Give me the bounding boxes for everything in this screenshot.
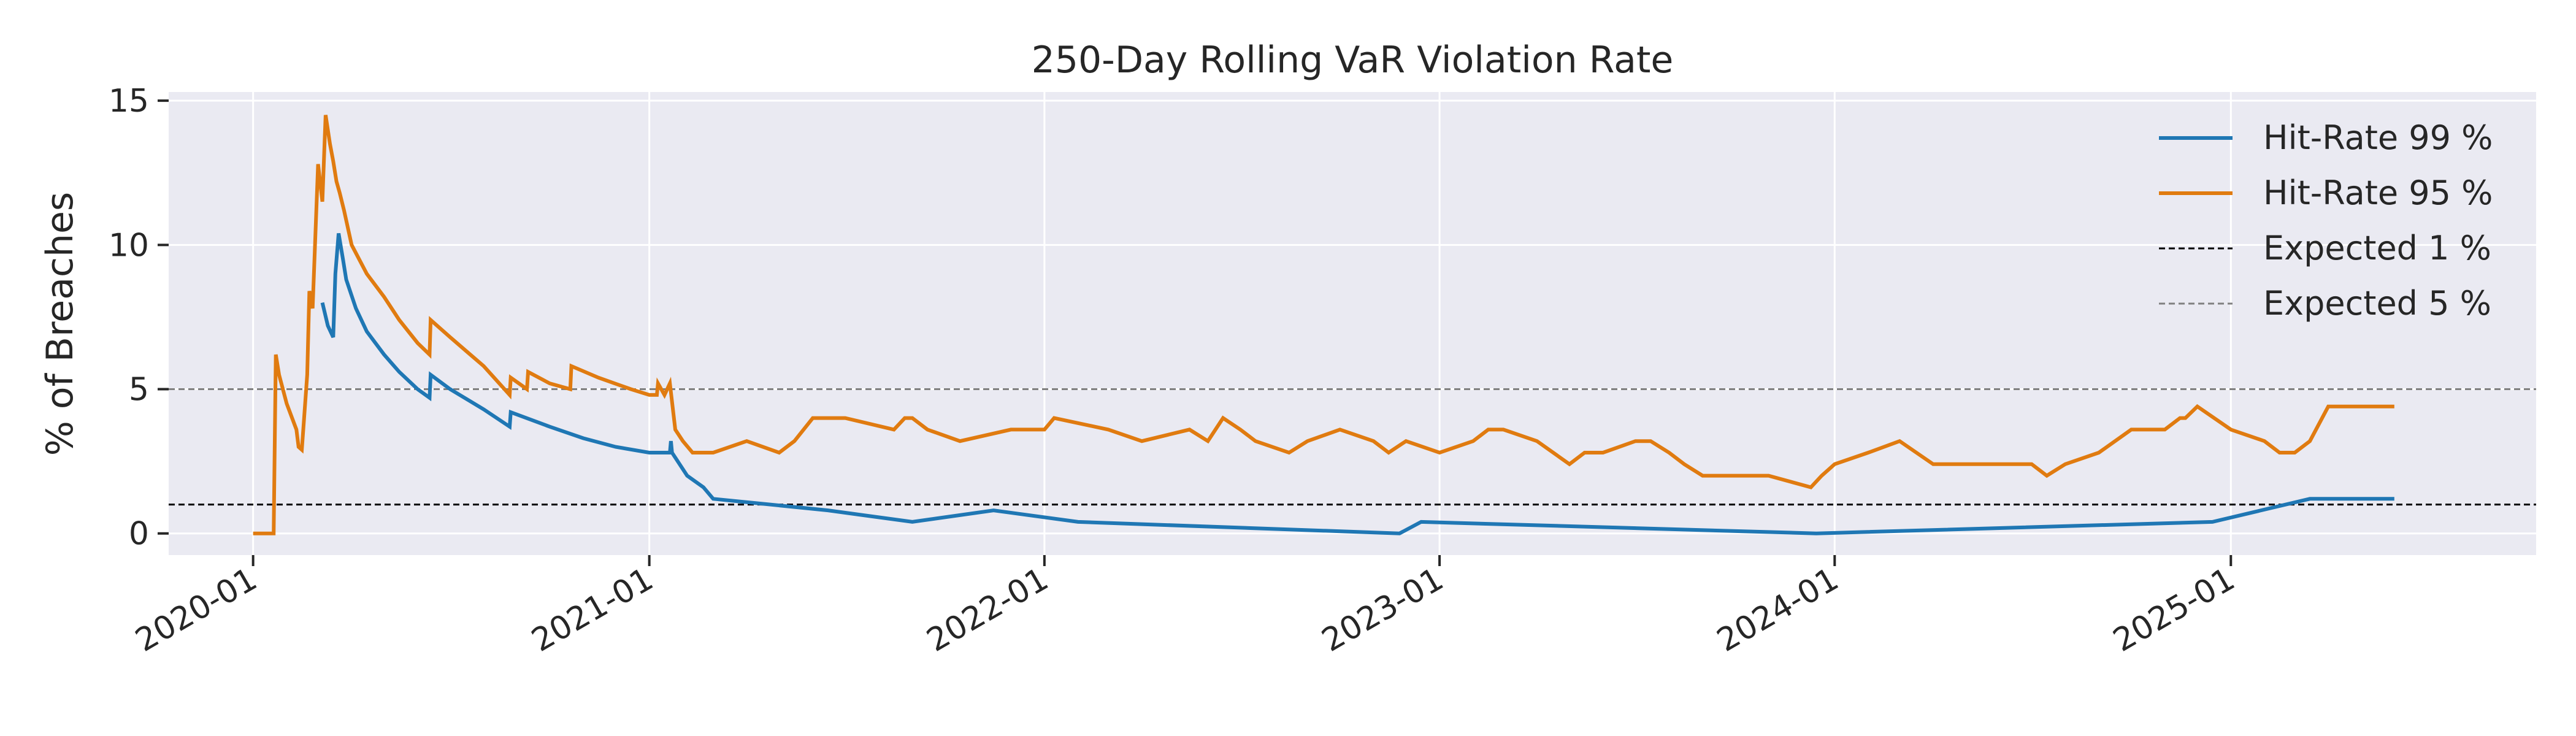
legend-label-hit-rate-95: Hit-Rate 95 % — [2263, 174, 2493, 212]
y-tick-label: 10 — [109, 227, 149, 264]
series-line-hit-rate-95 — [253, 115, 2394, 535]
y-axis-label: % of Breaches — [39, 192, 82, 456]
y-tick-label: 0 — [129, 516, 149, 553]
x-tick-label: 2021-01 — [526, 561, 659, 659]
x-tick-label: 2024-01 — [1711, 561, 1845, 659]
x-tick-label: 2020-01 — [129, 561, 263, 659]
chart-title: 250-Day Rolling VaR Violation Rate — [1032, 39, 1674, 82]
x-tick-label: 2023-01 — [1316, 561, 1449, 659]
series-line-hit-rate-99 — [320, 233, 2394, 535]
y-tick-label: 5 — [129, 372, 149, 408]
legend-label-expected-1: Expected 1 % — [2263, 229, 2491, 267]
reference-lines — [169, 388, 2536, 506]
plot-background — [169, 92, 2536, 555]
legend-label-hit-rate-99: Hit-Rate 99 % — [2263, 118, 2493, 157]
series-layer — [253, 115, 2394, 535]
y-axis: 0 5 10 15 — [109, 83, 169, 553]
x-tick-label: 2022-01 — [921, 561, 1054, 659]
x-axis: 2020-01 2021-01 2022-01 2023-01 2024-01 2025-… — [129, 555, 2241, 659]
legend-label-expected-5: Expected 5 % — [2263, 284, 2491, 323]
x-tick-label: 2025-01 — [2107, 561, 2241, 659]
legend: Hit-Rate 99 % Hit-Rate 95 % Expected 1 %… — [2159, 118, 2493, 323]
y-tick-label: 15 — [109, 83, 149, 120]
